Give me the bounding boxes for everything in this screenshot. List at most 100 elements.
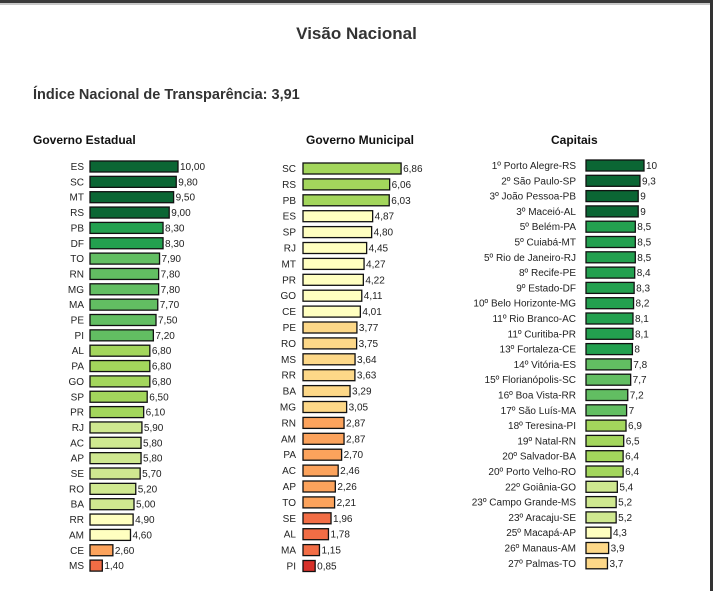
- bar: [302, 384, 351, 398]
- bar: [89, 451, 142, 465]
- value-label: 7,20: [155, 331, 175, 342]
- value-label: 4,80: [374, 228, 394, 239]
- category-label: TO: [282, 498, 296, 509]
- bar: [89, 267, 160, 281]
- bar: [585, 189, 639, 203]
- bar: [89, 313, 157, 327]
- value-label: 8,30: [165, 223, 185, 234]
- category-label: PR: [70, 408, 84, 419]
- bar: [302, 273, 364, 286]
- bar: [89, 175, 177, 189]
- bar: [302, 289, 363, 302]
- bar: [585, 174, 641, 187]
- value-label: 2,70: [344, 450, 364, 461]
- bar: [302, 162, 402, 175]
- panel-title-municipal: Governo Municipal: [306, 133, 415, 147]
- value-label: 7,8: [633, 360, 647, 371]
- category-label: PA: [283, 450, 296, 461]
- category-label: SC: [282, 164, 296, 175]
- value-label: 2,21: [337, 498, 357, 509]
- value-label: 4,01: [362, 307, 382, 318]
- value-label: 6,4: [625, 452, 639, 463]
- category-label: 3º João Pessoa-PB: [490, 192, 577, 203]
- category-label: AP: [283, 482, 297, 493]
- bar: [302, 480, 336, 493]
- category-label: AC: [70, 438, 84, 449]
- category-label: RR: [70, 515, 84, 526]
- bar: [89, 421, 143, 434]
- value-label: 7,70: [160, 300, 180, 311]
- value-label: 0,85: [317, 562, 337, 573]
- bar: [89, 528, 132, 542]
- value-label: 6,4: [625, 467, 639, 478]
- bar: [585, 358, 632, 371]
- category-label: RO: [281, 339, 296, 350]
- category-label: 25º Macapá-AP: [506, 528, 576, 539]
- value-label: 5,80: [143, 438, 163, 449]
- page-title: Visão Nacional: [296, 24, 417, 43]
- bar: [585, 159, 645, 172]
- value-label: 6,80: [152, 377, 172, 388]
- category-label: PR: [282, 275, 296, 286]
- category-label: 27º Palmas-TO: [508, 559, 576, 570]
- bar: [302, 241, 368, 255]
- category-label: 18º Teresina-PI: [508, 421, 576, 432]
- bar: [89, 344, 151, 357]
- category-label: 14º Vitória-ES: [514, 360, 577, 371]
- value-label: 6,9: [628, 421, 642, 432]
- value-label: 4,60: [132, 530, 152, 541]
- value-label: 7,90: [162, 254, 182, 265]
- category-label: 16º Boa Vista-RR: [498, 391, 576, 402]
- bar: [89, 390, 148, 403]
- bar: [302, 543, 321, 557]
- category-label: 20º Porto Velho-RO: [488, 467, 576, 478]
- bar: [585, 434, 625, 448]
- category-label: RN: [70, 269, 84, 280]
- category-label: 22º Goiânia-GO: [505, 482, 576, 493]
- bar: [585, 266, 636, 279]
- value-label: 6,80: [152, 362, 172, 373]
- value-label: 5,70: [142, 469, 162, 480]
- category-label: AP: [71, 454, 85, 465]
- bar: [302, 464, 339, 477]
- category-label: 10º Belo Horizonte-MG: [473, 299, 576, 310]
- value-label: 9: [640, 207, 646, 218]
- bar: [302, 559, 316, 573]
- value-label: 9,80: [178, 177, 198, 188]
- bar: [302, 448, 343, 461]
- value-label: 5,4: [619, 482, 633, 493]
- bar: [585, 297, 635, 310]
- bar: [302, 496, 336, 509]
- value-label: 9,3: [642, 176, 656, 187]
- value-label: 5,20: [138, 484, 158, 495]
- bar: [585, 495, 617, 509]
- category-label: AL: [72, 346, 85, 357]
- value-label: 8: [634, 345, 640, 356]
- category-label: PI: [287, 562, 296, 573]
- category-label: PA: [71, 362, 84, 373]
- category-label: 11º Curitiba-PR: [508, 329, 577, 340]
- category-label: SP: [283, 228, 297, 239]
- category-label: TO: [70, 254, 84, 265]
- bar: [89, 482, 137, 496]
- category-label: MG: [280, 403, 296, 414]
- value-label: 8,4: [637, 268, 651, 279]
- category-label: 1º Porto Alegre-RS: [492, 161, 577, 172]
- value-label: 5,2: [618, 498, 632, 509]
- value-label: 4,3: [613, 528, 627, 539]
- category-label: 17º São Luís-MA: [501, 406, 577, 417]
- category-label: SC: [70, 177, 84, 188]
- bar: [302, 305, 361, 318]
- category-label: SE: [283, 514, 297, 525]
- value-label: 7,80: [161, 269, 181, 280]
- value-label: 4,11: [364, 291, 383, 302]
- value-label: 6,80: [152, 346, 172, 357]
- category-label: MA: [69, 300, 84, 311]
- value-label: 4,22: [365, 275, 385, 286]
- value-label: 8,5: [637, 253, 651, 264]
- value-label: 1,96: [333, 514, 353, 525]
- category-label: PE: [283, 323, 297, 334]
- value-label: 8,5: [637, 238, 651, 249]
- category-label: DF: [71, 239, 84, 250]
